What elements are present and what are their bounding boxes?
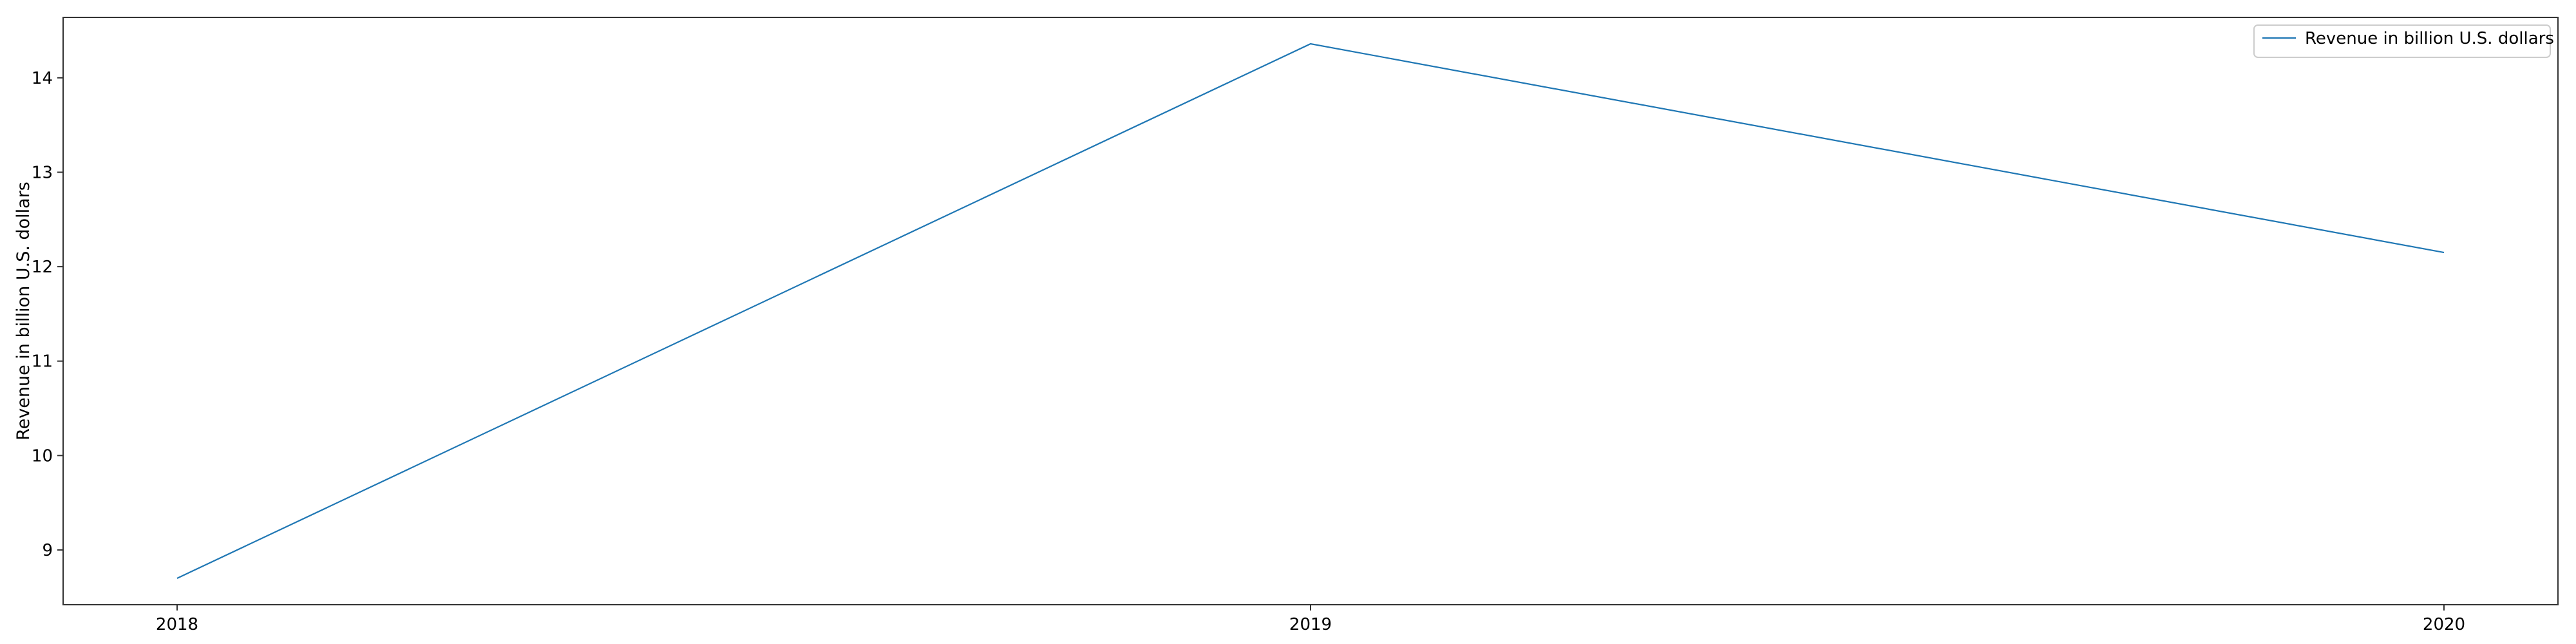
y-tick-label: 13: [32, 163, 53, 182]
y-tick-label: 12: [32, 258, 53, 277]
x-tick-label: 2020: [2423, 615, 2465, 634]
y-tick-label: 9: [42, 541, 53, 560]
series-layer: [176, 43, 2445, 579]
series-line-0: [176, 43, 2445, 579]
plot-area-frame: [62, 17, 2559, 605]
legend-label: Revenue in billion U.S. dollars: [2305, 29, 2554, 48]
y-tick-label: 14: [32, 69, 53, 88]
legend-box: [2253, 24, 2551, 58]
x-tick-label: 2018: [156, 615, 198, 634]
x-tick-label: 2019: [1289, 615, 1332, 634]
legend: Revenue in billion U.S. dollars: [2253, 24, 2554, 58]
axis-ticks: 2018 2019 2020 9 10 11 12 13 14: [32, 69, 2465, 634]
y-axis-title: Revenue in billion U.S. dollars: [14, 182, 33, 440]
y-tick-label: 10: [32, 446, 53, 466]
y-tick-label: 11: [32, 352, 53, 372]
